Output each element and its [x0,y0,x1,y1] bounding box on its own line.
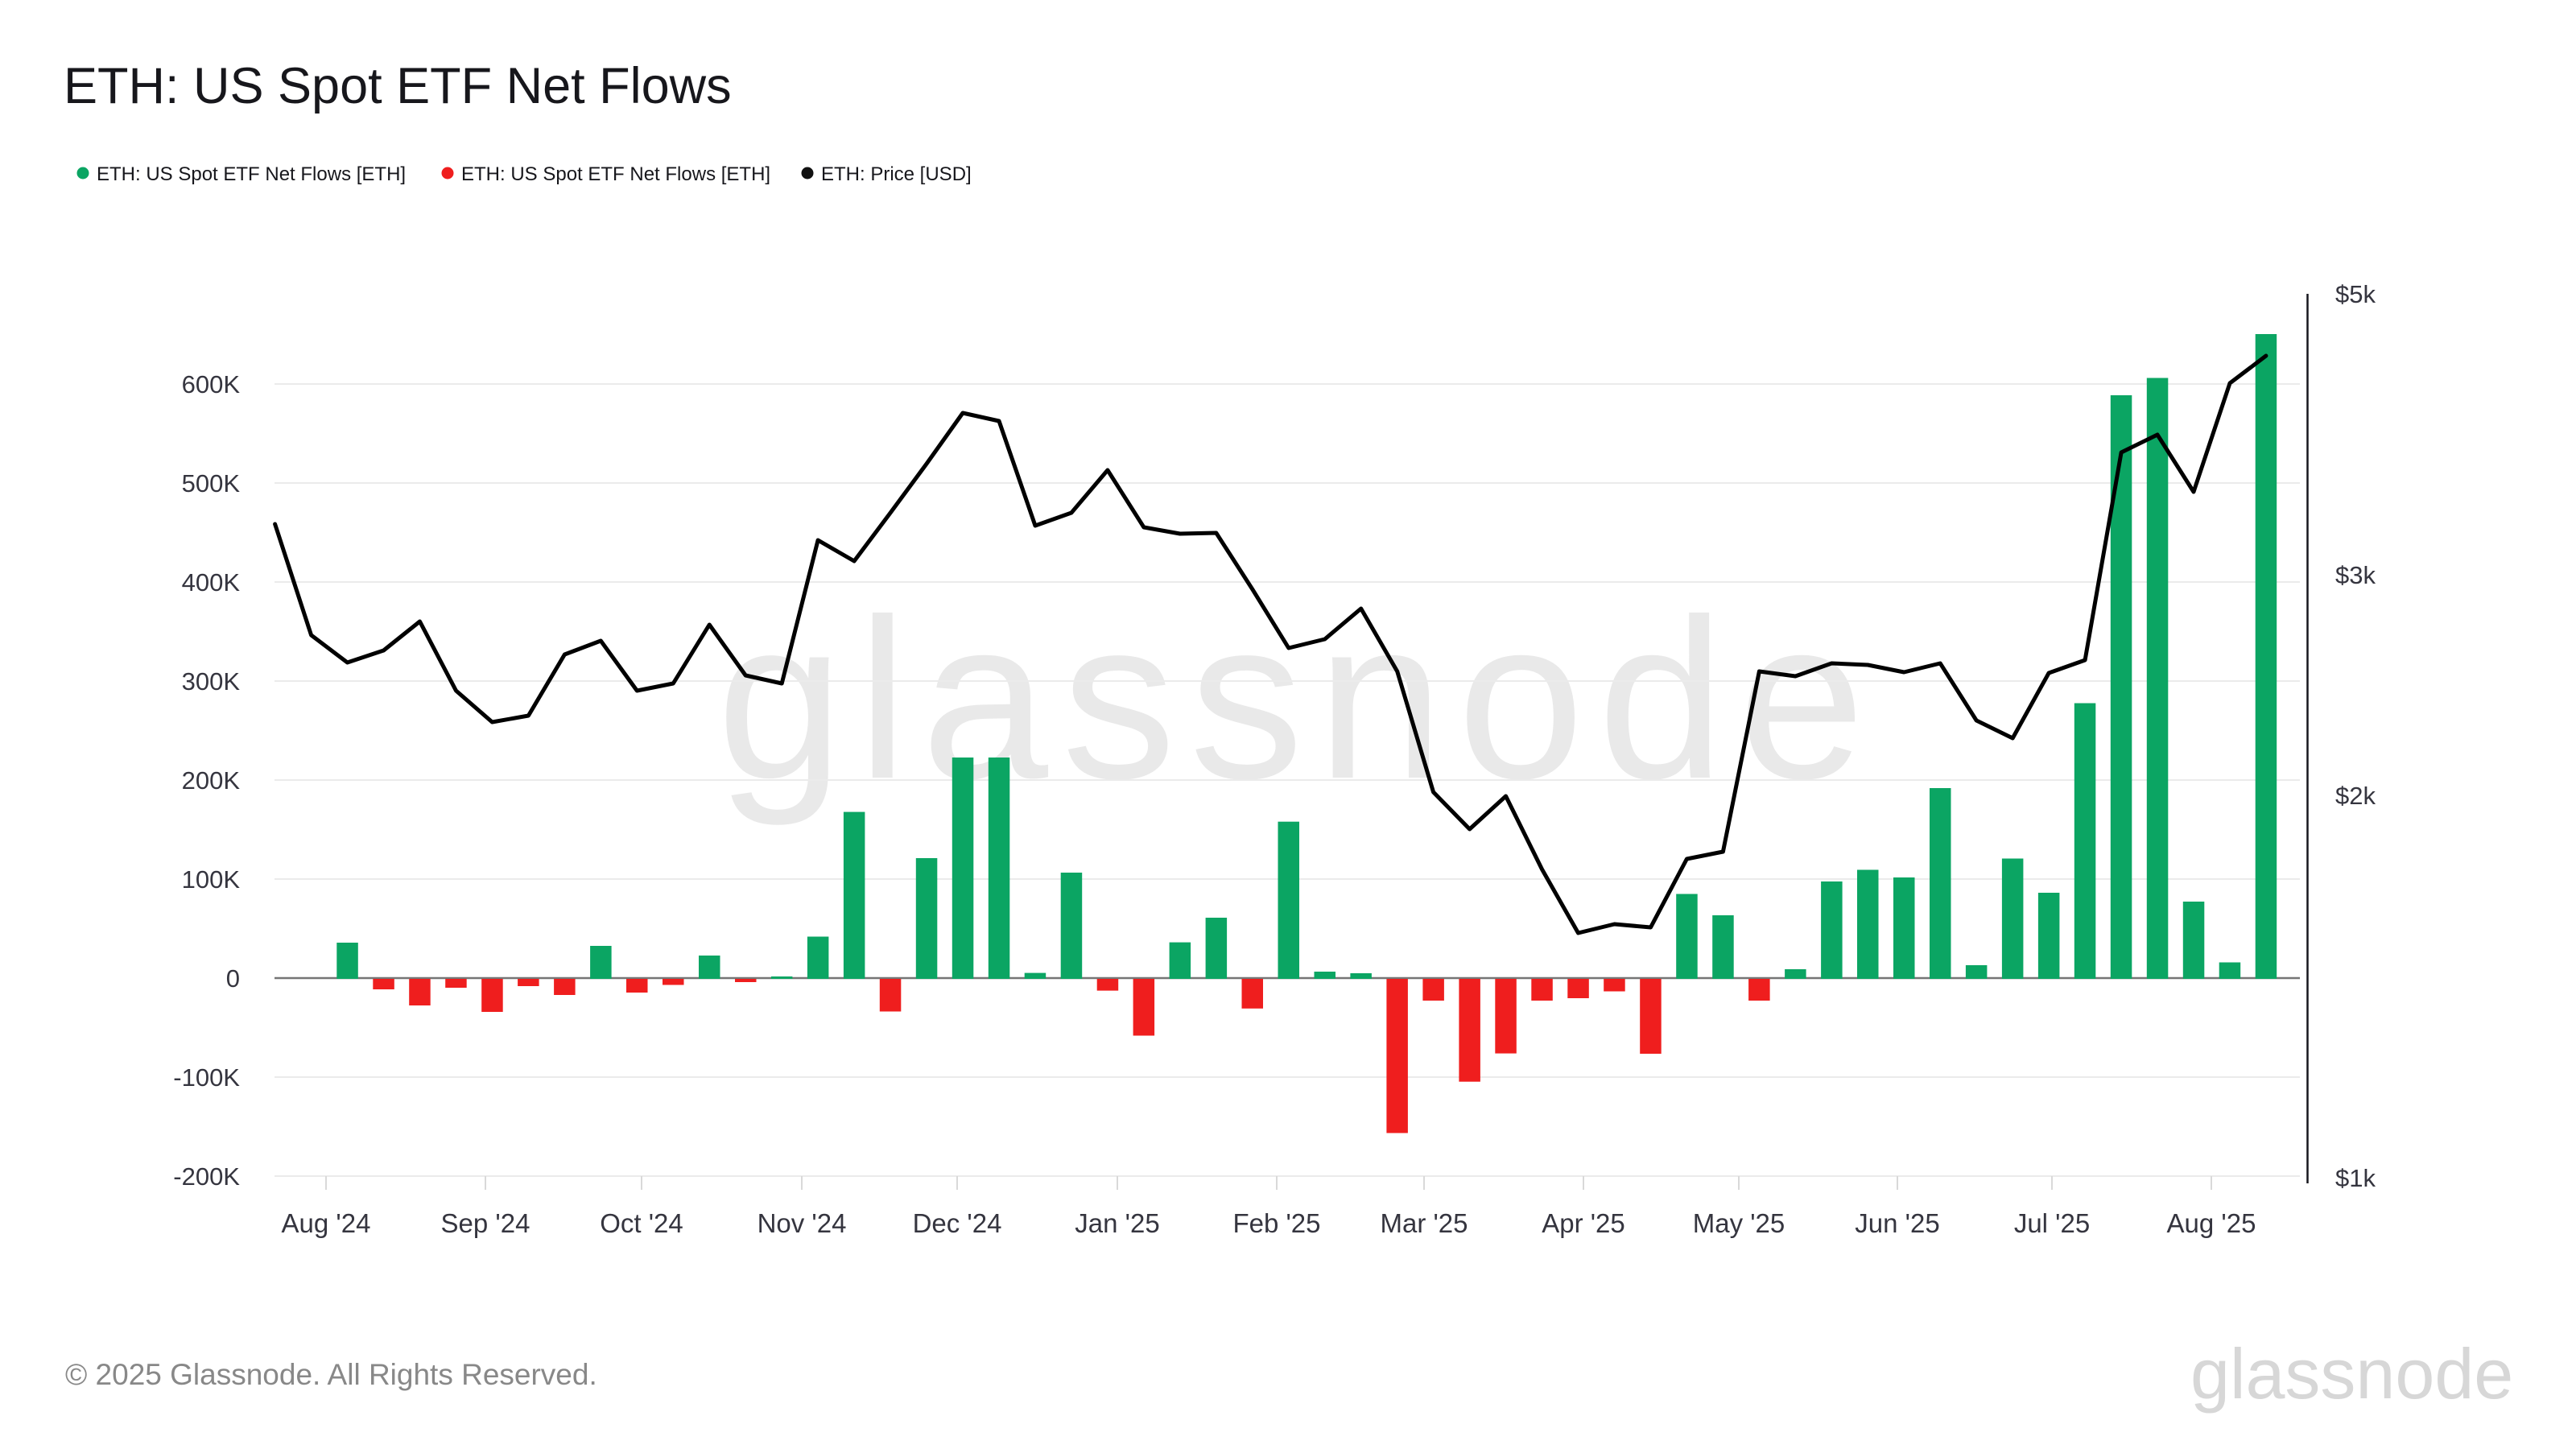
svg-text:100K: 100K [182,865,241,894]
svg-text:Jan '25: Jan '25 [1075,1208,1159,1238]
svg-text:400K: 400K [182,568,241,597]
svg-text:Oct '24: Oct '24 [600,1208,683,1238]
svg-text:Dec '24: Dec '24 [913,1208,1002,1238]
svg-text:glassnode: glassnode [2190,1334,2513,1414]
svg-text:May '25: May '25 [1693,1208,1785,1238]
svg-text:Jun '25: Jun '25 [1855,1208,1939,1238]
svg-text:Aug '24: Aug '24 [282,1208,371,1238]
svg-text:600K: 600K [182,370,241,398]
svg-text:Nov '24: Nov '24 [758,1208,847,1238]
svg-text:-100K: -100K [173,1063,240,1092]
svg-text:Sep '24: Sep '24 [441,1208,530,1238]
svg-text:ETH: US Spot ETF Net Flows [ET: ETH: US Spot ETF Net Flows [ETH] [461,163,770,185]
svg-text:$5k: $5k [2335,280,2376,308]
svg-text:300K: 300K [182,667,241,696]
svg-text:Feb '25: Feb '25 [1232,1208,1320,1238]
svg-text:Jul '25: Jul '25 [2014,1208,2090,1238]
svg-text:$1k: $1k [2335,1164,2376,1192]
svg-text:ETH: US Spot ETF Net Flows: ETH: US Spot ETF Net Flows [64,58,732,114]
svg-text:-200K: -200K [173,1162,240,1191]
svg-text:500K: 500K [182,469,241,497]
svg-text:Apr '25: Apr '25 [1542,1208,1625,1238]
svg-text:Aug '25: Aug '25 [2167,1208,2256,1238]
svg-text:ETH: Price [USD]: ETH: Price [USD] [821,163,972,185]
svg-text:$2k: $2k [2335,782,2376,810]
svg-text:ETH: US Spot ETF Net Flows [ET: ETH: US Spot ETF Net Flows [ETH] [97,163,406,185]
svg-text:0: 0 [226,964,240,993]
svg-text:© 2025 Glassnode. All Rights R: © 2025 Glassnode. All Rights Reserved. [65,1358,597,1391]
svg-text:glassnode: glassnode [716,572,1878,828]
svg-text:200K: 200K [182,766,241,795]
svg-text:Mar '25: Mar '25 [1380,1208,1468,1238]
svg-text:$3k: $3k [2335,561,2376,589]
